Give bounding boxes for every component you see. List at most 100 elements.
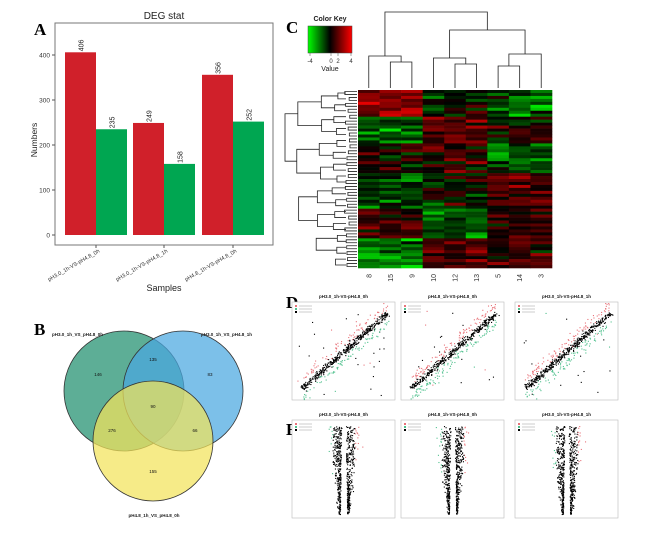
data-point (474, 322, 476, 324)
data-point (525, 384, 527, 386)
data-point (449, 442, 451, 444)
data-point (346, 488, 349, 490)
data-point (376, 318, 378, 320)
data-point (572, 483, 574, 485)
heatmap-cell (444, 235, 467, 239)
data-point (370, 329, 372, 331)
data-point (544, 369, 546, 372)
data-point (339, 495, 341, 497)
data-point (558, 348, 560, 350)
data-point (579, 435, 581, 437)
heatmap-cell (465, 125, 488, 129)
data-point (590, 319, 593, 321)
data-point (570, 486, 572, 488)
data-point (331, 437, 333, 439)
data-point (459, 443, 461, 445)
data-point (578, 340, 580, 342)
data-point (563, 355, 565, 357)
data-point (585, 349, 587, 351)
data-point (348, 348, 350, 350)
data-point (537, 377, 539, 379)
data-point (570, 489, 572, 491)
data-point (474, 341, 476, 343)
data-point (555, 360, 557, 362)
data-point (436, 363, 438, 365)
data-point (573, 339, 575, 341)
data-point (485, 321, 487, 323)
bar (202, 74, 233, 235)
data-point (579, 432, 581, 434)
data-point (443, 361, 445, 363)
heatmap-cell (530, 140, 553, 144)
heatmap-cell (508, 149, 531, 153)
data-point (582, 336, 585, 338)
data-point (348, 433, 350, 436)
data-point (560, 457, 562, 459)
data-point (563, 474, 565, 476)
data-point (597, 391, 599, 393)
data-point (570, 472, 572, 474)
data-point (484, 369, 486, 371)
heatmap-cell (508, 146, 531, 150)
heatmap-cell (508, 181, 531, 186)
data-point (348, 445, 350, 447)
data-point (449, 356, 451, 358)
data-point (337, 359, 339, 361)
data-point (571, 494, 573, 496)
data-point (537, 386, 539, 388)
data-point (339, 354, 341, 356)
data-point (484, 324, 486, 326)
data-point (531, 381, 533, 383)
data-point (461, 427, 463, 429)
data-point (557, 357, 560, 359)
data-point (460, 475, 462, 477)
data-point (348, 438, 350, 440)
data-point (561, 509, 563, 511)
heatmap-cell (487, 262, 510, 266)
data-point (464, 339, 466, 341)
data-point (447, 501, 449, 503)
data-point (555, 452, 557, 454)
heatmap-cell (530, 143, 553, 147)
data-point (340, 480, 342, 482)
data-point (350, 355, 352, 357)
data-point (448, 495, 450, 497)
data-point (556, 361, 558, 363)
data-point (536, 375, 538, 377)
data-point (432, 384, 434, 386)
data-point (598, 314, 600, 316)
data-point (348, 476, 350, 478)
data-point (347, 481, 349, 483)
data-point (325, 365, 327, 367)
data-point (334, 433, 336, 435)
heatmap-cell (530, 241, 553, 245)
data-point (350, 503, 352, 505)
data-point (336, 458, 338, 460)
data-point (339, 483, 341, 485)
data-point (462, 343, 464, 345)
data-point (332, 434, 334, 436)
data-point (346, 448, 348, 450)
data-point (561, 468, 563, 470)
heatmap-cell (465, 196, 488, 201)
data-point (478, 327, 481, 329)
data-point (346, 472, 349, 474)
data-point (383, 348, 385, 350)
heatmap-cell (444, 262, 467, 266)
data-point (329, 361, 331, 363)
data-point (605, 325, 607, 327)
data-point (531, 363, 533, 365)
data-point (429, 382, 431, 384)
bar-value-label: 252 (247, 109, 254, 121)
data-point (445, 461, 447, 463)
data-point (462, 336, 464, 338)
data-point (570, 445, 572, 447)
data-point (534, 379, 536, 381)
data-point (379, 323, 381, 325)
data-point (528, 375, 530, 377)
data-point (303, 384, 305, 386)
data-point (458, 343, 460, 345)
data-point (564, 426, 566, 428)
data-point (447, 502, 449, 504)
data-point (525, 386, 528, 388)
